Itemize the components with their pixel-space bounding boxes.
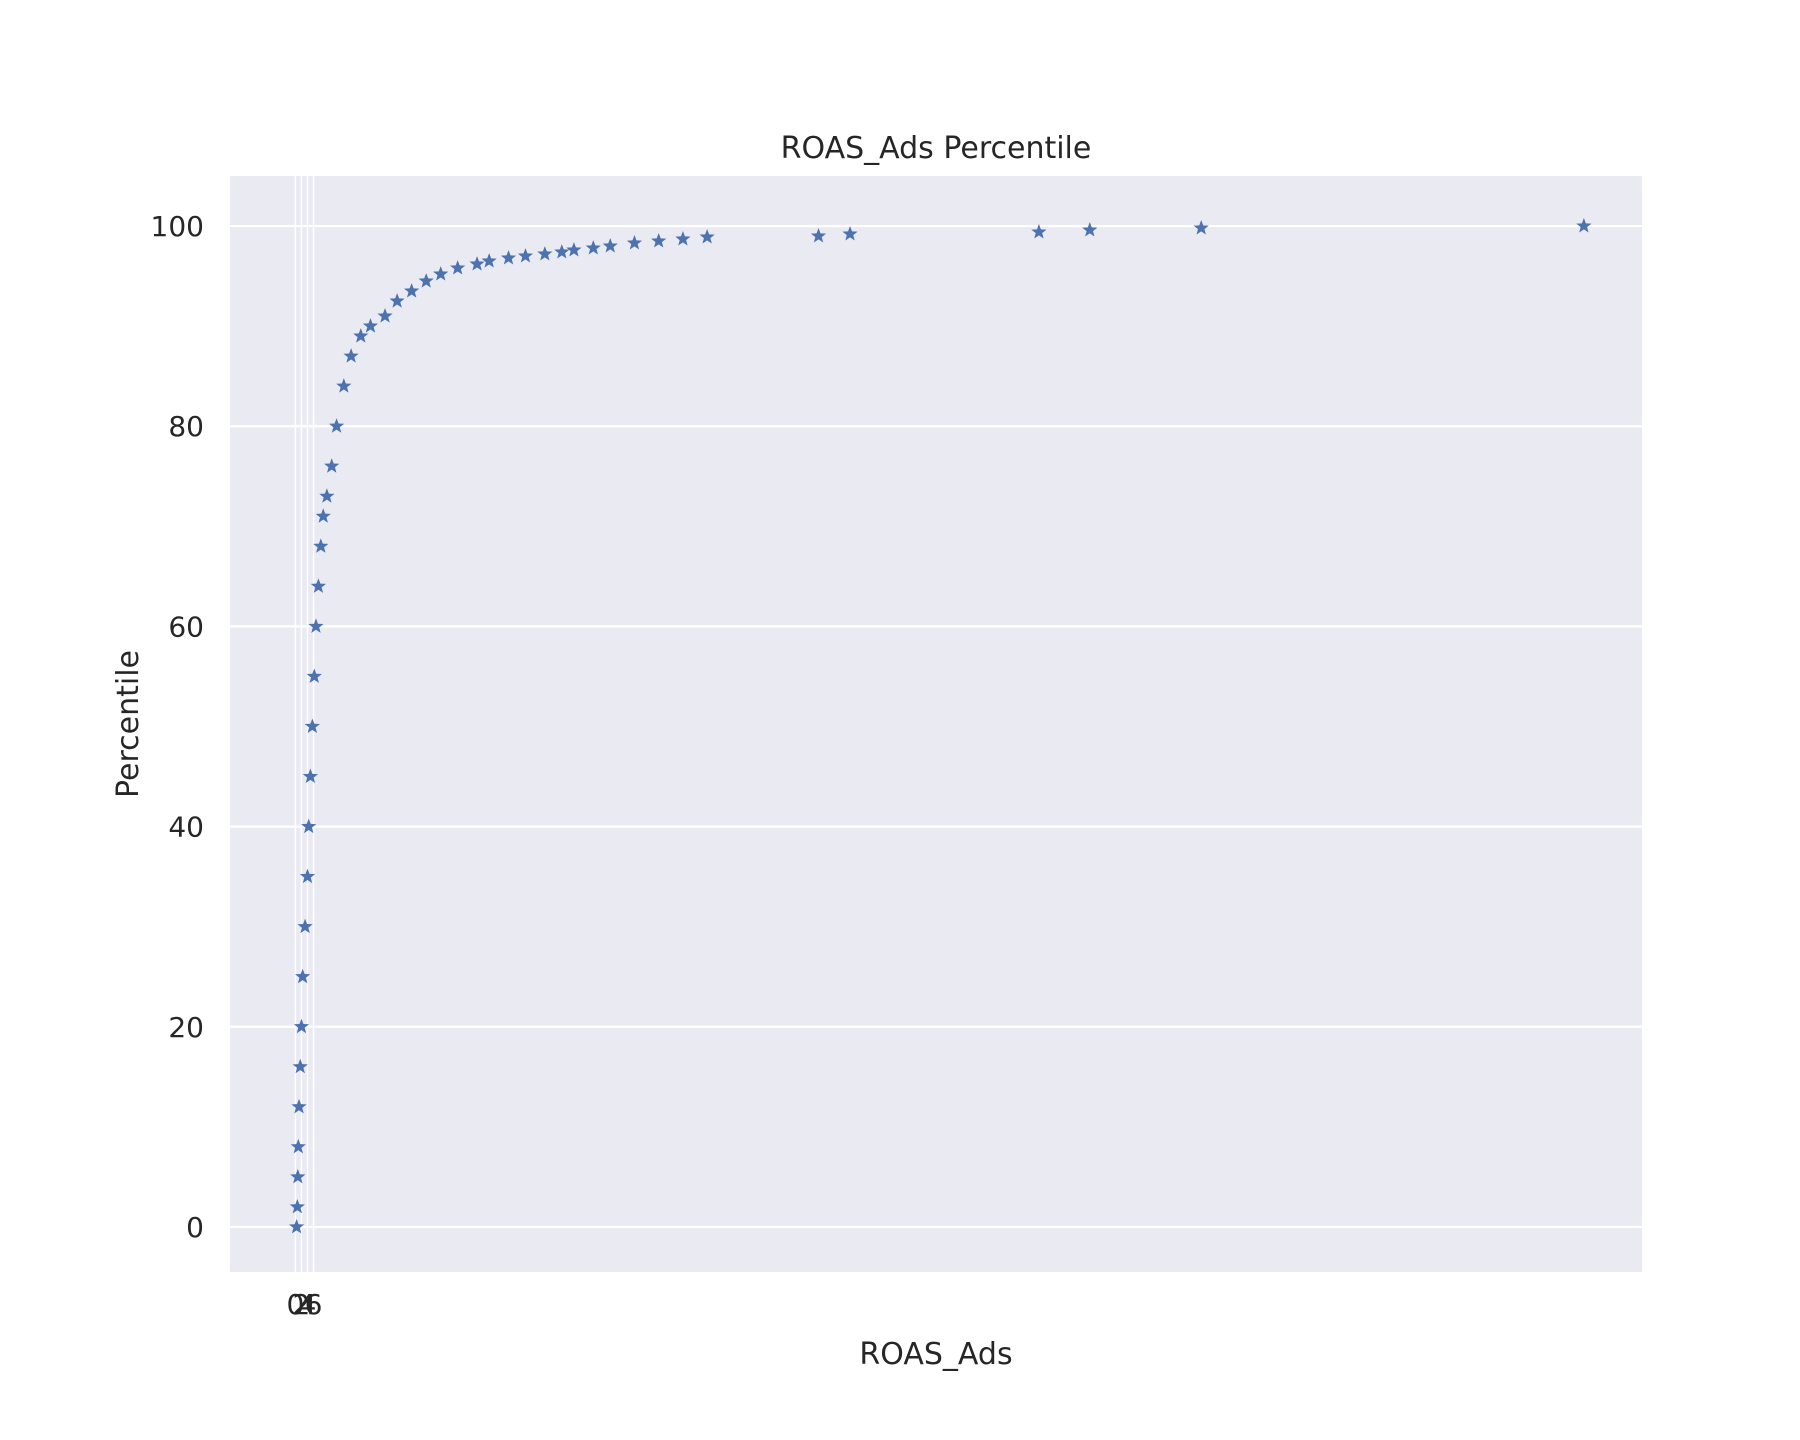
data-point [293,1018,310,1034]
x-axis-label: ROAS_Ads [859,1337,1012,1372]
data-point [651,233,667,248]
data-point [842,226,858,241]
data-point [306,668,322,683]
data-point [450,260,466,275]
data-point [310,578,327,593]
data-point [404,283,420,298]
x-tick-label: 6 [305,1288,323,1321]
data-point [313,538,329,553]
data-point [585,240,601,255]
data-point [336,378,352,393]
y-tick-label: 100 [151,210,204,243]
data-point [699,229,715,244]
data-point [290,1168,306,1184]
data-point [566,242,582,257]
data-point [469,256,485,271]
data-point [1082,222,1098,237]
x-tick-label: 0 [286,1288,304,1321]
data-point [289,1198,305,1214]
data-point [602,238,618,253]
data-points [289,218,1592,1234]
data-point [291,1098,307,1114]
data-point [299,868,316,884]
grid-lines [230,176,1642,1272]
y-tick-label: 0 [186,1211,204,1244]
y-axis-label: Percentile [111,650,146,798]
data-point [418,273,434,288]
data-point [626,235,643,250]
y-tick-label: 60 [168,610,204,643]
data-point [389,293,405,308]
data-point [554,244,570,259]
data-point [675,231,691,246]
data-point [308,618,324,633]
data-point [1031,224,1047,239]
data-point [362,318,379,333]
data-point [324,458,340,473]
data-point [301,818,317,834]
data-point [302,768,319,784]
data-point [343,348,359,363]
y-tick-label: 20 [168,1011,204,1044]
y-tick-label: 80 [168,410,204,443]
data-point [304,718,320,733]
data-point [290,1138,306,1154]
data-point [517,248,534,263]
data-point [295,968,311,984]
data-point [500,250,517,265]
chart-title: ROAS_Ads Percentile [781,131,1092,166]
x-tick-label: 2 [293,1288,311,1321]
x-tick-label: 4 [299,1288,317,1321]
data-point [353,328,369,343]
data-point [1576,218,1592,233]
data-point [433,266,449,281]
plot-background [230,176,1642,1272]
data-point [1193,220,1209,235]
data-point [297,918,313,934]
data-point [289,1218,305,1234]
data-point [537,246,553,261]
data-point [377,308,393,323]
data-point [292,1058,308,1074]
data-point [315,508,331,523]
data-point [481,253,497,268]
data-point [328,418,345,433]
data-point [319,488,335,503]
data-point [810,228,827,243]
y-tick-label: 40 [168,811,204,844]
